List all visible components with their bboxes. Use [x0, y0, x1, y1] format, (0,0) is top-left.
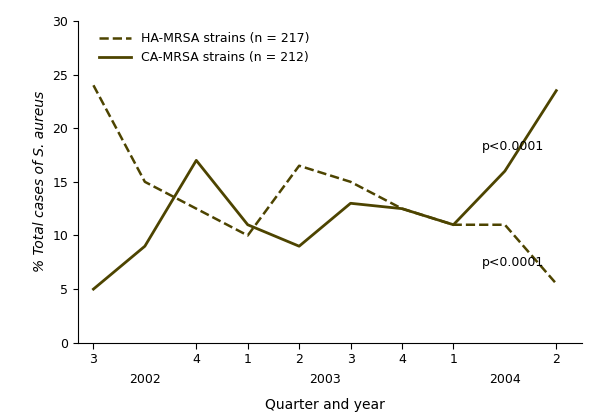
CA-MRSA strains (n = 212): [296, 244, 303, 249]
HA-MRSA strains (n = 217): [501, 222, 508, 227]
Y-axis label: % Total cases of S. aureus: % Total cases of S. aureus: [33, 91, 47, 273]
HA-MRSA strains (n = 217): [90, 83, 97, 88]
Text: Quarter and year: Quarter and year: [265, 398, 385, 412]
CA-MRSA strains (n = 212): [347, 201, 354, 206]
CA-MRSA strains (n = 212): [501, 168, 508, 173]
Text: p<0.0001: p<0.0001: [482, 255, 544, 268]
Text: 2003: 2003: [309, 373, 341, 386]
Text: 2002: 2002: [129, 373, 161, 386]
CA-MRSA strains (n = 212): [141, 244, 148, 249]
Line: CA-MRSA strains (n = 212): CA-MRSA strains (n = 212): [94, 91, 556, 289]
HA-MRSA strains (n = 217): [553, 281, 560, 286]
HA-MRSA strains (n = 217): [244, 233, 251, 238]
CA-MRSA strains (n = 212): [90, 287, 97, 292]
Text: 2004: 2004: [489, 373, 521, 386]
CA-MRSA strains (n = 212): [398, 206, 406, 211]
CA-MRSA strains (n = 212): [553, 88, 560, 93]
HA-MRSA strains (n = 217): [398, 206, 406, 211]
Legend: HA-MRSA strains (n = 217), CA-MRSA strains (n = 212): HA-MRSA strains (n = 217), CA-MRSA strai…: [94, 27, 314, 69]
HA-MRSA strains (n = 217): [193, 206, 200, 211]
CA-MRSA strains (n = 212): [450, 222, 457, 227]
HA-MRSA strains (n = 217): [141, 179, 148, 184]
CA-MRSA strains (n = 212): [193, 158, 200, 163]
Text: p<0.0001: p<0.0001: [482, 140, 544, 153]
HA-MRSA strains (n = 217): [450, 222, 457, 227]
Line: HA-MRSA strains (n = 217): HA-MRSA strains (n = 217): [94, 85, 556, 284]
CA-MRSA strains (n = 212): [244, 222, 251, 227]
HA-MRSA strains (n = 217): [296, 163, 303, 168]
HA-MRSA strains (n = 217): [347, 179, 354, 184]
